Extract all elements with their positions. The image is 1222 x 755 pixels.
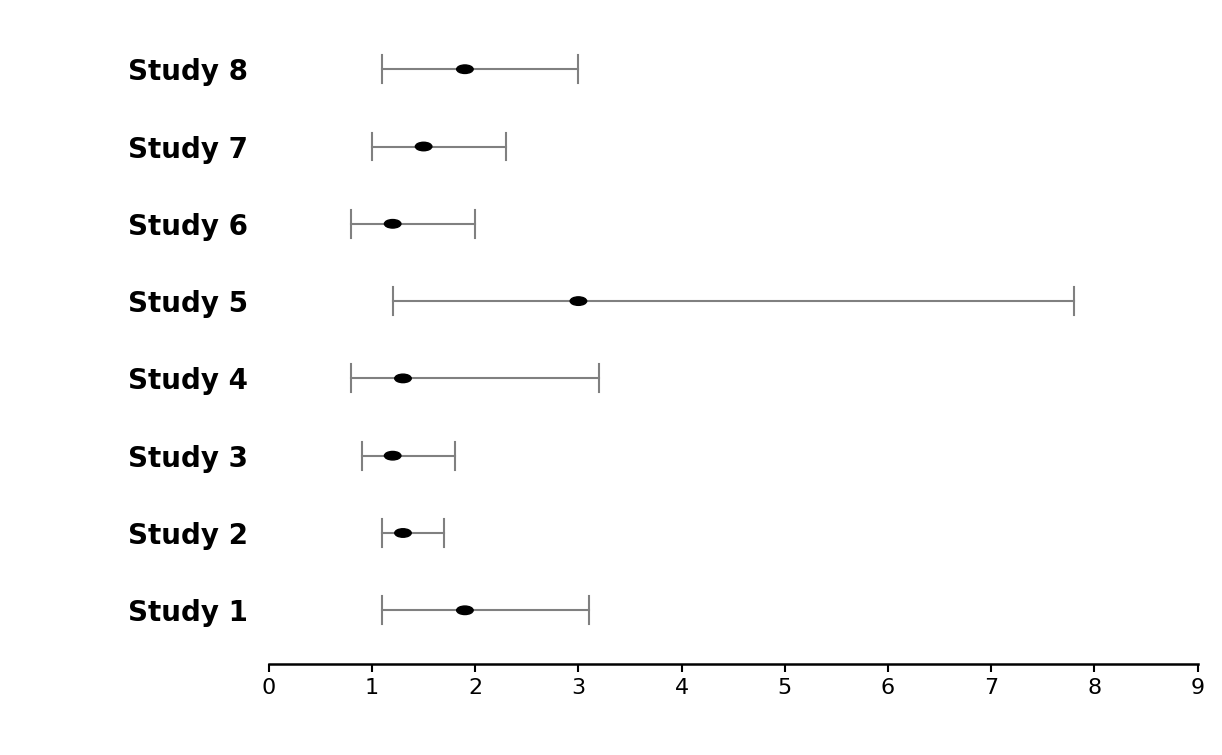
Ellipse shape	[385, 220, 401, 228]
Ellipse shape	[415, 142, 431, 151]
Ellipse shape	[571, 297, 587, 305]
Ellipse shape	[457, 65, 473, 73]
Ellipse shape	[395, 528, 412, 538]
Ellipse shape	[457, 606, 473, 615]
Ellipse shape	[385, 451, 401, 460]
Ellipse shape	[395, 374, 412, 383]
